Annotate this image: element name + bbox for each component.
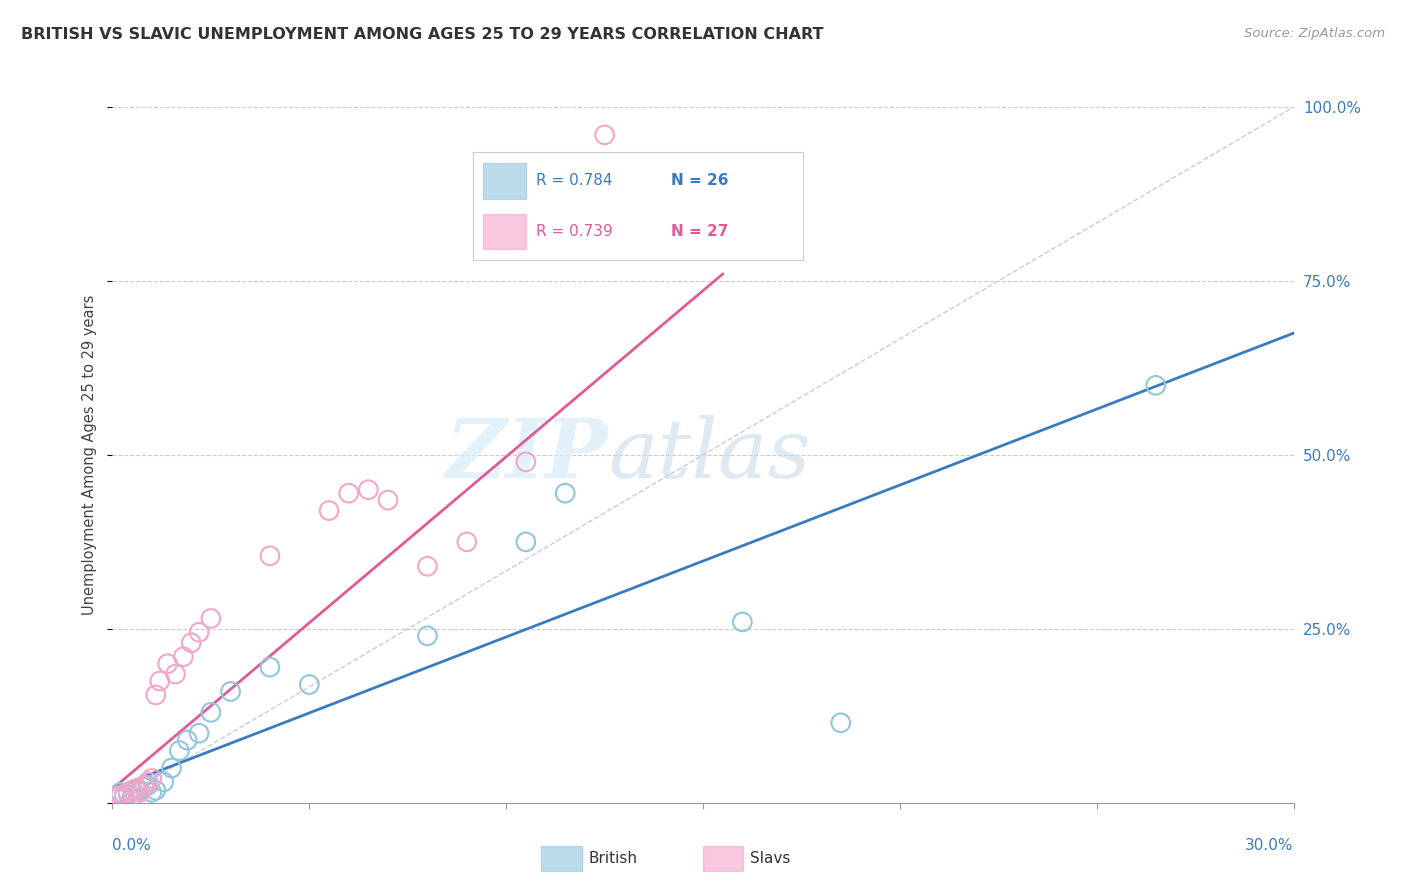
Point [110,789,132,803]
Point [298,677,321,691]
Point [129,783,152,797]
Text: Slavs: Slavs [751,851,790,866]
Point [129,785,152,799]
Point [219,684,242,698]
Point [112,789,135,803]
Text: BRITISH VS SLAVIC UNEMPLOYMENT AMONG AGES 25 TO 29 YEARS CORRELATION CHART: BRITISH VS SLAVIC UNEMPLOYMENT AMONG AGE… [21,27,824,42]
Point [188,726,211,740]
Point [105,789,128,803]
Point [136,775,159,789]
Text: 30.0%: 30.0% [1246,838,1294,854]
Text: R = 0.739: R = 0.739 [536,224,612,239]
Point [1144,378,1167,392]
Point [318,503,340,517]
Point [172,649,194,664]
Bar [482,163,526,199]
Point [125,781,148,796]
Point [121,783,143,797]
Text: atlas: atlas [609,415,811,495]
Point [515,455,537,469]
Text: N = 26: N = 26 [671,173,728,188]
Point [169,744,191,758]
Point [188,625,211,640]
Point [731,615,754,629]
Point [830,715,852,730]
Point [593,128,616,142]
Bar [482,214,526,250]
Point [132,778,155,792]
Point [176,733,198,747]
Point [145,688,167,702]
Point [259,660,281,674]
Point [152,775,174,789]
Text: R = 0.784: R = 0.784 [536,173,612,188]
Point [377,493,399,508]
Bar [541,847,582,871]
Point [121,790,143,805]
Text: N = 27: N = 27 [671,224,728,239]
Point [515,535,537,549]
Point [416,559,439,574]
Point [105,790,128,805]
Bar [703,847,744,871]
Point [456,535,478,549]
Point [554,486,576,500]
Point [136,778,159,792]
Point [141,772,163,786]
Point [112,788,135,802]
Point [117,785,139,799]
Y-axis label: Unemployment Among Ages 25 to 29 years: Unemployment Among Ages 25 to 29 years [82,294,97,615]
Text: British: British [588,851,637,866]
Text: ZIP: ZIP [446,415,609,495]
Point [200,611,222,625]
Point [110,785,132,799]
Point [145,783,167,797]
Point [357,483,380,497]
Point [141,785,163,799]
Text: 0.0%: 0.0% [112,838,152,854]
Point [125,781,148,796]
Point [165,667,187,681]
Point [156,657,179,671]
Point [160,761,183,775]
Point [416,629,439,643]
Point [149,674,172,689]
Point [180,636,202,650]
Text: Source: ZipAtlas.com: Source: ZipAtlas.com [1244,27,1385,40]
Point [259,549,281,563]
Point [337,486,360,500]
Point [132,780,155,795]
Point [117,788,139,802]
Point [200,706,222,720]
